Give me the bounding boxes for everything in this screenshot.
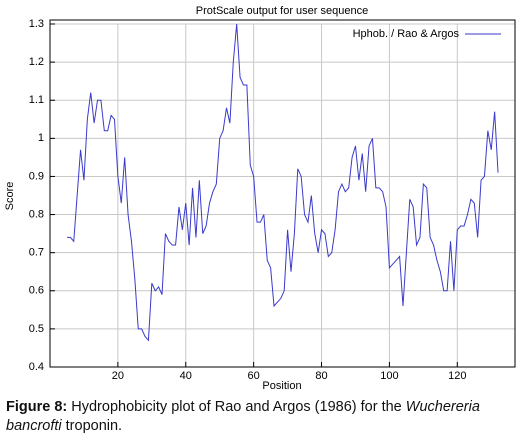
y-axis-label: Score (4, 182, 16, 211)
caption-text: Hydrophobicity plot of Rao and Argos (19… (71, 399, 406, 415)
y-tick-label: 0.8 (29, 208, 44, 220)
y-tick-label: 1.3 (29, 18, 44, 30)
legend-label: Hphob. / Rao & Argos (353, 28, 460, 40)
y-tick-label: 0.5 (29, 323, 44, 335)
y-tick-label: 0.9 (29, 170, 44, 182)
caption-text: troponin. (61, 418, 123, 434)
x-tick-label: 120 (448, 370, 466, 382)
x-tick-label: 80 (315, 370, 327, 382)
y-tick-label: 1.1 (29, 94, 44, 106)
y-tick-label: 0.6 (29, 285, 44, 297)
plot-frame (49, 19, 516, 368)
x-tick-label: 40 (180, 370, 192, 382)
chart: ProtScale output for user sequence Posit… (4, 5, 516, 392)
data-line (66, 23, 499, 342)
y-tick-label: 1 (38, 132, 44, 144)
caption-label: Figure 8: (6, 399, 68, 415)
caption-species: Wuchereria bancrofti (6, 399, 480, 434)
chart-title: ProtScale output for user sequence (196, 5, 368, 17)
x-tick-label: 100 (380, 370, 398, 382)
x-tick-label: 60 (248, 370, 260, 382)
x-tick-label: 20 (112, 370, 124, 382)
x-axis-label: Position (262, 380, 301, 392)
y-tick-label: 1.2 (29, 56, 44, 68)
y-tick-label: 0.4 (29, 361, 44, 373)
y-tick-label: 0.7 (29, 247, 44, 259)
figure-caption: Figure 8: Hydrophobicity plot of Rao and… (6, 398, 526, 436)
